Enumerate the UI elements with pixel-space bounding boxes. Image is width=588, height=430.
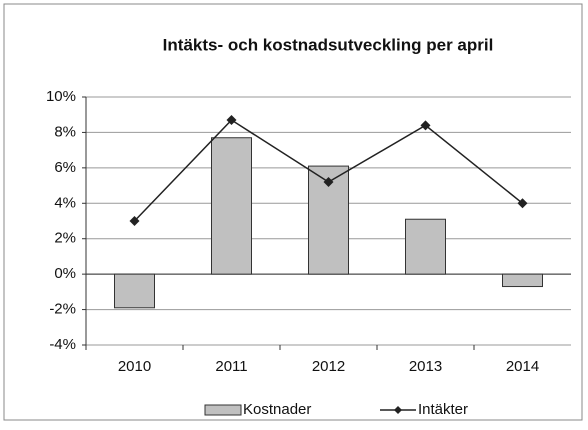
y-tick-label: 0% bbox=[54, 265, 76, 282]
x-tick-label: 2010 bbox=[118, 358, 151, 375]
y-tick-label: 10% bbox=[46, 88, 76, 105]
x-tick-label: 2011 bbox=[215, 358, 247, 375]
marker bbox=[226, 115, 237, 126]
marker bbox=[129, 216, 140, 226]
bar bbox=[114, 273, 155, 309]
marker bbox=[517, 198, 528, 209]
y-tick-label: 6% bbox=[54, 159, 76, 176]
legend-label: Kostnader bbox=[243, 401, 311, 418]
x-tick-label: 2014 bbox=[506, 358, 539, 375]
marker bbox=[323, 177, 334, 188]
legend-marker bbox=[394, 406, 402, 414]
bar bbox=[502, 273, 543, 288]
chart-frame bbox=[3, 3, 583, 421]
x-tick-label: 2012 bbox=[312, 358, 345, 375]
y-tick-label: -2% bbox=[49, 301, 76, 318]
y-tick-label: -4% bbox=[49, 336, 76, 353]
bar bbox=[405, 218, 446, 275]
y-tick-label: 8% bbox=[54, 123, 76, 140]
chart-title: Intäkts- och kostnadsutveckling per apri… bbox=[163, 35, 494, 54]
legend-label: Intäkter bbox=[418, 401, 468, 418]
bar bbox=[211, 137, 252, 275]
y-tick-label: 4% bbox=[54, 194, 76, 211]
x-tick-label: 2013 bbox=[409, 358, 442, 375]
marker bbox=[420, 120, 431, 131]
y-tick-label: 2% bbox=[54, 230, 76, 247]
legend-swatch bbox=[204, 404, 242, 416]
